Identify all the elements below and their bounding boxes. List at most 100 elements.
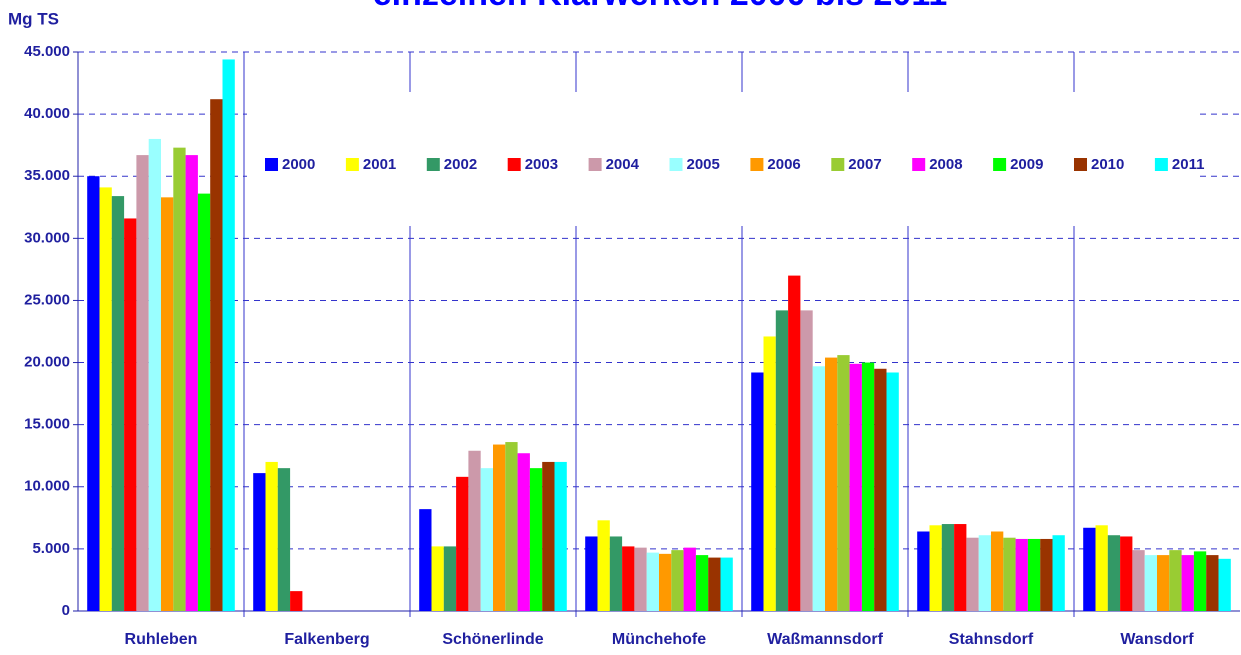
bar: [1193, 551, 1207, 611]
bar: [210, 99, 223, 612]
legend-swatch: [669, 158, 683, 171]
legend-swatch: [912, 158, 926, 171]
bar: [277, 468, 291, 611]
legend-label: 2010: [1091, 156, 1124, 173]
bar: [222, 59, 235, 612]
legend-label: 2002: [444, 156, 477, 173]
legend-swatch: [750, 158, 764, 171]
y-tick-label: 0: [62, 602, 70, 619]
bar: [874, 368, 887, 611]
bar: [554, 461, 567, 611]
legend-label: 2000: [282, 156, 315, 173]
bar: [751, 372, 764, 611]
legend-swatch: [345, 158, 359, 171]
bar: [708, 557, 721, 611]
bar: [1206, 555, 1219, 611]
bar: [529, 468, 543, 611]
legend-swatch: [831, 158, 845, 171]
bar: [966, 537, 979, 611]
legend-label: 2004: [606, 156, 640, 173]
bar: [1169, 550, 1182, 611]
bar: [941, 524, 955, 611]
bar: [1144, 555, 1157, 611]
legend-label: 2001: [363, 156, 396, 173]
bar: [622, 546, 635, 611]
bar: [148, 138, 161, 611]
bar: [87, 176, 100, 611]
bar: [1181, 555, 1194, 611]
bar: [1040, 538, 1053, 611]
bar: [609, 536, 623, 611]
bar: [517, 453, 530, 611]
bar: [683, 547, 696, 611]
legend-label: 2009: [1010, 156, 1043, 173]
bar: [290, 591, 303, 611]
bar: [1003, 537, 1016, 611]
x-tick-label: Wansdorf: [1120, 631, 1194, 648]
bar: [161, 197, 174, 611]
bar: [954, 524, 967, 611]
bar: [197, 193, 211, 611]
legend-label: 2006: [767, 156, 800, 173]
bar: [1052, 535, 1065, 611]
bar: [456, 476, 469, 611]
legend-swatch: [993, 158, 1007, 171]
y-tick-label: 25.000: [24, 291, 70, 308]
bar: [837, 355, 850, 611]
bar: [99, 187, 112, 611]
bar: [443, 546, 457, 611]
bar: [695, 555, 709, 611]
legend-swatch: [1154, 158, 1168, 171]
bar: [978, 535, 991, 611]
x-tick-label: Stahnsdorf: [949, 631, 1034, 648]
bar: [480, 468, 493, 611]
bar: [111, 196, 125, 611]
bar: [861, 362, 875, 611]
bar: [775, 310, 789, 611]
bar: [1027, 538, 1041, 611]
x-tick-label: Falkenberg: [284, 631, 369, 648]
bar: [788, 275, 801, 611]
legend-label: 2007: [848, 156, 881, 173]
bar: [253, 473, 266, 611]
bar: [849, 363, 862, 611]
legend-swatch: [1074, 158, 1087, 171]
legend-box: [247, 92, 1195, 226]
bar: [646, 552, 659, 611]
x-tick-label: Münchehofe: [612, 631, 706, 648]
y-tick-label: 15.000: [24, 416, 70, 433]
legend-swatch: [507, 158, 521, 171]
legend-swatch: [265, 158, 278, 171]
bar: [265, 461, 278, 611]
chart-title: einzelnen Klärwerken 2000 bis 2011: [373, 0, 948, 13]
y-tick-label: 40.000: [24, 105, 70, 122]
bar: [671, 550, 684, 611]
bar: [1132, 550, 1145, 611]
legend-swatch: [426, 158, 440, 171]
bar: [1107, 535, 1121, 611]
y-tick-label: 20.000: [24, 354, 70, 371]
bar: [468, 450, 481, 611]
legend-label: 2003: [525, 156, 558, 173]
bar: [431, 546, 444, 611]
bar: [173, 147, 186, 611]
bar: [493, 444, 506, 611]
legend-label: 2008: [929, 156, 962, 173]
legend-label: 2005: [687, 156, 720, 173]
x-tick-label: Waßmannsdorf: [767, 631, 884, 648]
bar: [720, 557, 733, 611]
bar: [1157, 555, 1170, 611]
bar: [659, 553, 672, 611]
bar: [542, 461, 555, 611]
x-tick-label: Ruhleben: [125, 631, 198, 648]
legend-swatch: [588, 158, 602, 171]
bar: [929, 525, 942, 611]
y-tick-label: 35.000: [24, 167, 70, 184]
y-tick-label: 30.000: [24, 229, 70, 246]
x-tick-label: Schönerlinde: [442, 631, 543, 648]
bar: [991, 531, 1004, 611]
bar: [1120, 536, 1133, 611]
bar: [917, 531, 930, 611]
y-axis-label: Mg TS: [8, 9, 59, 28]
